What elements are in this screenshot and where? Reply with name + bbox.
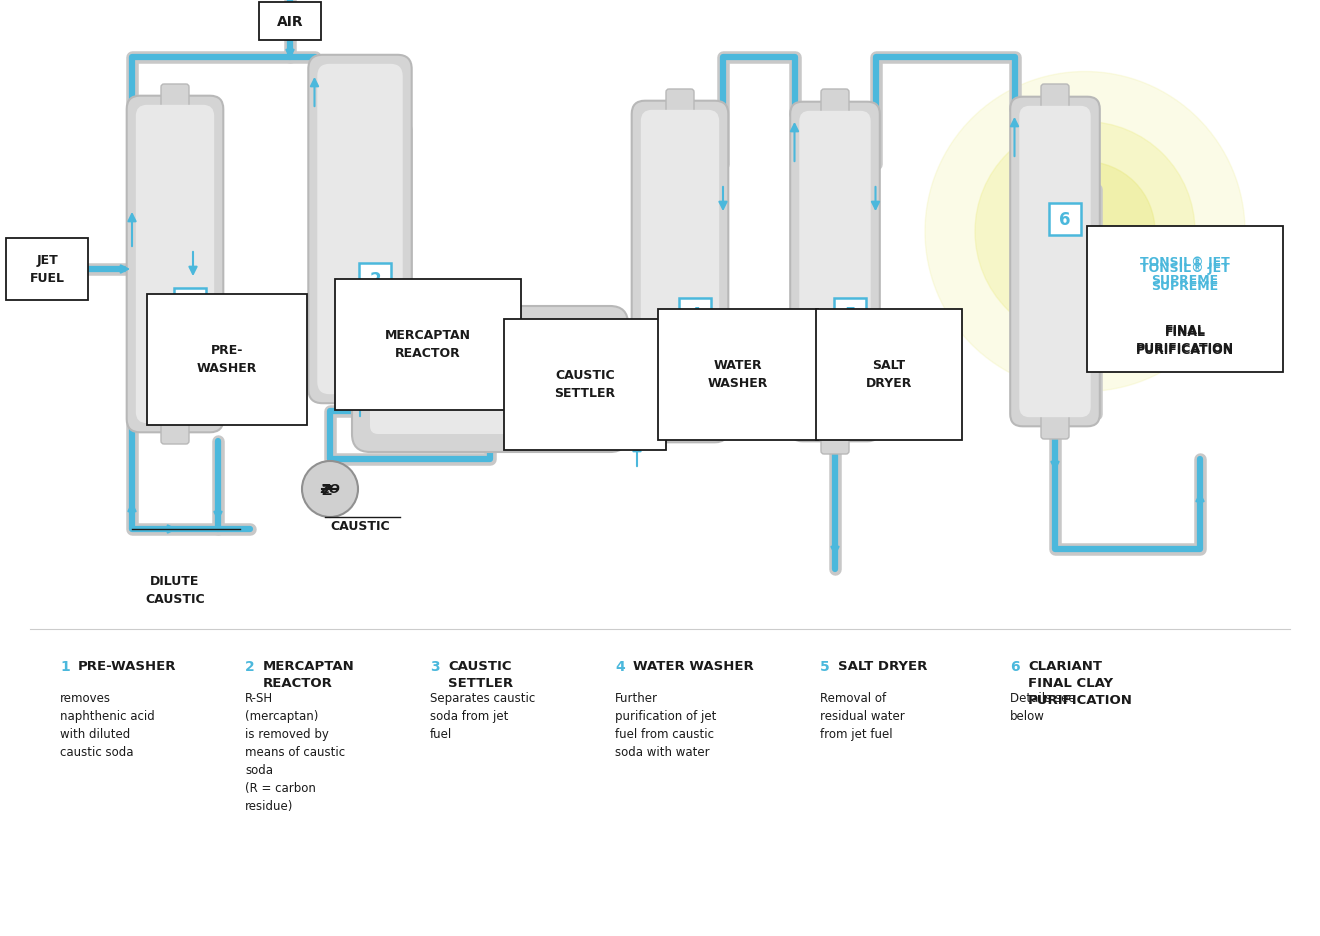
Text: WATER
WASHER: WATER WASHER [708,359,768,390]
FancyBboxPatch shape [370,325,610,434]
Text: CAUSTIC: CAUSTIC [330,519,389,533]
FancyBboxPatch shape [834,299,866,330]
Text: TONSIL® JET
SUPREME: TONSIL® JET SUPREME [1140,256,1230,287]
Circle shape [925,72,1245,392]
FancyBboxPatch shape [161,85,189,113]
Text: CAUSTIC
SETTLER: CAUSTIC SETTLER [554,369,615,400]
Text: MERCAPTAN
REACTOR: MERCAPTAN REACTOR [385,329,471,360]
Text: removes
naphthenic acid
with diluted
caustic soda: removes naphthenic acid with diluted cau… [59,692,154,758]
Text: R-SH
(mercaptan)
is removed by
means of caustic
soda
(R = carbon
residue): R-SH (mercaptan) is removed by means of … [246,692,345,812]
FancyBboxPatch shape [359,264,391,296]
Text: CLARIANT
FINAL CLAY
PURIFICATION: CLARIANT FINAL CLAY PURIFICATION [1028,659,1133,707]
FancyBboxPatch shape [1041,412,1069,440]
Text: 1: 1 [185,296,195,314]
Text: FINAL
PURIFICATION: FINAL PURIFICATION [1137,326,1234,358]
FancyBboxPatch shape [352,307,628,452]
Text: FINAL
PURIFICATION: FINAL PURIFICATION [1137,324,1234,355]
Text: AIR: AIR [277,15,304,29]
Text: Separates caustic
soda from jet
fuel: Separates caustic soda from jet fuel [430,692,535,740]
FancyBboxPatch shape [632,102,729,443]
Text: CAUSTIC
SETTLER: CAUSTIC SETTLER [447,659,513,689]
FancyBboxPatch shape [259,3,321,41]
Circle shape [302,461,358,518]
FancyBboxPatch shape [678,299,711,330]
Text: SALT DRYER: SALT DRYER [838,659,928,672]
FancyBboxPatch shape [1019,107,1090,417]
FancyBboxPatch shape [791,103,880,442]
FancyBboxPatch shape [821,90,849,118]
Text: JET
FUEL: JET FUEL [29,255,65,285]
FancyBboxPatch shape [136,106,214,424]
FancyBboxPatch shape [800,111,871,432]
FancyBboxPatch shape [1010,97,1100,427]
FancyBboxPatch shape [317,65,403,395]
Text: 3: 3 [430,659,440,673]
FancyBboxPatch shape [161,417,189,445]
Text: 1: 1 [59,659,70,673]
Text: MERCAPTAN
REACTOR: MERCAPTAN REACTOR [263,659,355,689]
Text: PRE-WASHER: PRE-WASHER [78,659,177,672]
Text: 4: 4 [689,306,701,324]
Text: 4: 4 [615,659,624,673]
Text: 2: 2 [246,659,255,673]
Text: 5: 5 [820,659,830,673]
Text: 6: 6 [1010,659,1019,673]
FancyBboxPatch shape [7,239,88,300]
Text: SALT
DRYER: SALT DRYER [866,359,912,390]
Text: 3: 3 [404,375,416,393]
FancyBboxPatch shape [821,427,849,455]
Text: Details see
below: Details see below [1010,692,1076,723]
Text: 5: 5 [845,306,855,324]
FancyBboxPatch shape [667,90,694,118]
Text: Removal of
residual water
from jet fuel: Removal of residual water from jet fuel [820,692,904,740]
Text: TONSIL® JET
SUPREME: TONSIL® JET SUPREME [1140,262,1230,293]
Text: PRE-
WASHER: PRE- WASHER [197,344,257,375]
FancyBboxPatch shape [1049,204,1081,236]
Text: Z: Z [321,484,331,497]
Text: WATER WASHER: WATER WASHER [634,659,754,672]
Text: Further
purification of jet
fuel from caustic
soda with water: Further purification of jet fuel from ca… [615,692,717,758]
Circle shape [1015,162,1155,302]
FancyBboxPatch shape [640,110,719,433]
FancyBboxPatch shape [393,369,426,401]
FancyBboxPatch shape [309,56,412,403]
FancyBboxPatch shape [174,288,206,321]
FancyBboxPatch shape [1041,85,1069,113]
Text: 6: 6 [1059,211,1071,228]
Text: DILUTE
CAUSTIC: DILUTE CAUSTIC [145,575,205,606]
FancyBboxPatch shape [127,96,223,432]
Circle shape [975,123,1195,343]
FancyBboxPatch shape [1086,227,1283,373]
Text: ZO: ZO [321,483,339,496]
Text: 2: 2 [370,271,380,288]
